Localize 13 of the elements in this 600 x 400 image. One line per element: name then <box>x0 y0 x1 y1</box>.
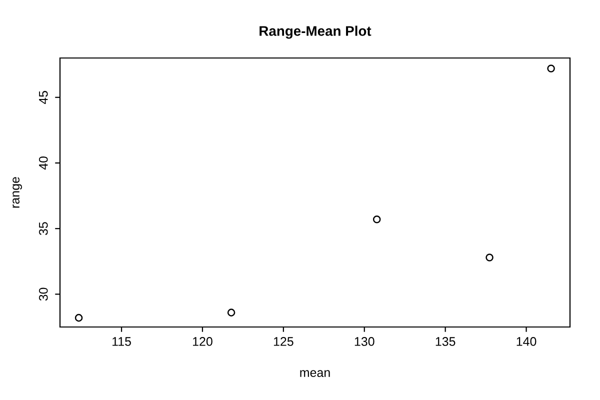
y-tick-label: 40 <box>38 156 48 170</box>
y-axis-title: range <box>12 177 22 208</box>
chart-title: Range-Mean Plot <box>260 26 372 39</box>
x-tick-label: 125 <box>274 337 294 346</box>
y-tick-label: 30 <box>38 288 48 301</box>
x-tick-label: 140 <box>516 337 536 346</box>
x-axis-title: mean <box>300 370 330 377</box>
x-tick-label: 135 <box>436 337 456 346</box>
x-tick-label: 115 <box>112 337 131 346</box>
x-tick-label: 120 <box>193 337 212 346</box>
y-tick-label: 45 <box>39 90 48 104</box>
x-tick-label: 130 <box>354 337 374 346</box>
y-tick-label: 35 <box>38 222 48 236</box>
